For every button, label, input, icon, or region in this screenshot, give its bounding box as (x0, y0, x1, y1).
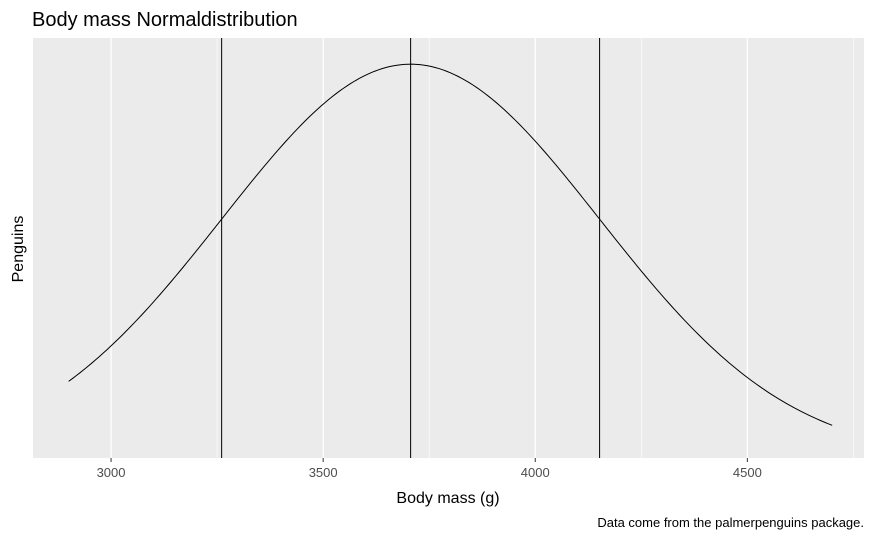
x-axis-ticks: 3000 3500 4000 4500 (97, 458, 762, 480)
x-tick-label: 3000 (97, 465, 126, 480)
y-axis-title: Penguins (10, 216, 27, 283)
x-tick-label: 4000 (521, 465, 550, 480)
major-gridlines (110, 38, 748, 458)
reference-lines (221, 38, 601, 458)
plot-panel (33, 38, 864, 458)
x-tick-label: 3500 (309, 465, 338, 480)
minor-gridlines (216, 38, 854, 458)
x-axis-title: Body mass (g) (396, 490, 499, 507)
chart-caption: Data come from the palmerpenguins packag… (597, 515, 864, 530)
chart-title: Body mass Normaldistribution (32, 9, 298, 31)
x-tick-label: 4500 (733, 465, 762, 480)
density-curve (68, 63, 833, 426)
